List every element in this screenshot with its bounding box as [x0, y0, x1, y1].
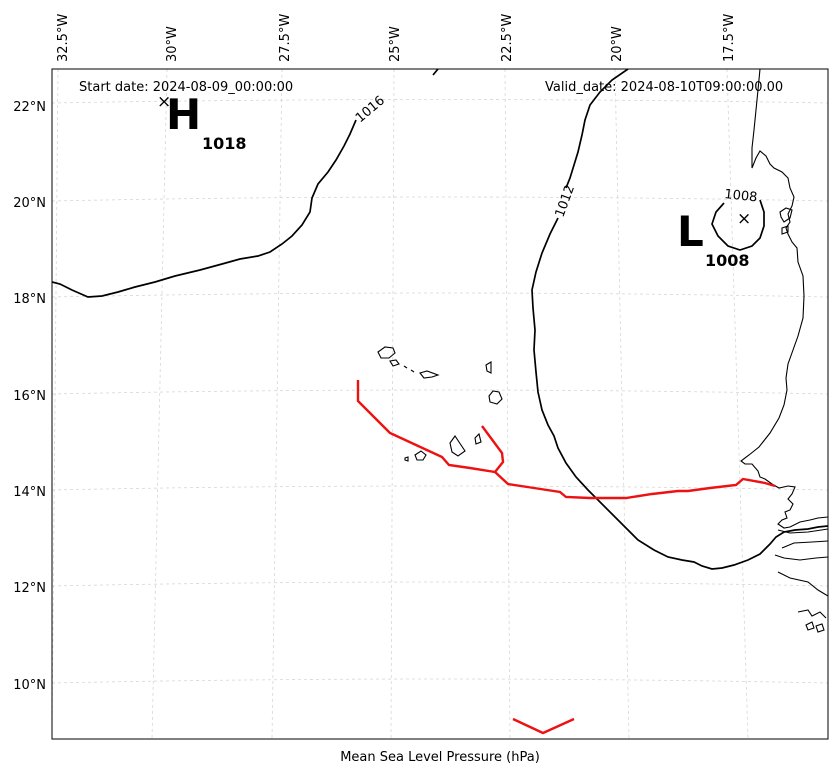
gridline-lat-12: [52, 581, 828, 587]
lat-tick-label: 22°N: [13, 100, 46, 115]
start-date-label: Start date: 2024-08-09_00:00:00: [79, 80, 293, 95]
gridline-lat-14: [52, 485, 828, 491]
gridline-lat-22: [52, 99, 828, 104]
storm-track-south: [512, 717, 575, 735]
low-pressure-value: 1008: [705, 251, 750, 270]
island-sao-nicolau: [410, 369, 415, 373]
lat-tick-label: 20°N: [13, 196, 46, 211]
gridline-lon-27-5: [271, 69, 283, 739]
gridline-lat-20: [52, 196, 828, 202]
gridline-lon-32-5: [52, 69, 59, 739]
cap-vert-peninsula: [779, 207, 793, 235]
gambia-south-bank: [781, 540, 828, 549]
lat-tick-label: 14°N: [13, 485, 46, 500]
lon-tick-label: 20°W: [610, 26, 625, 62]
island-santa-luzia: [403, 365, 408, 369]
storm-track: [356, 380, 776, 500]
isobar-1012-south: [531, 217, 828, 570]
island-brava: [404, 456, 409, 462]
lat-tick-label: 16°N: [13, 389, 46, 404]
island-boa-vista: [488, 390, 503, 405]
guinea-bissau-coast: [777, 571, 828, 597]
x-axis-label: Mean Sea Level Pressure (hPa): [340, 750, 540, 765]
lon-tick-label: 22.5°W: [500, 14, 515, 62]
lon-tick-label: 25°W: [388, 26, 403, 62]
lon-tick-label: 27.5°W: [278, 14, 293, 62]
isobar-1016-north: [432, 69, 439, 76]
african-coastline: [740, 69, 828, 529]
island-maio: [474, 432, 482, 445]
low-center-marker: ×: [737, 209, 751, 229]
gridline-lat-16: [52, 389, 828, 395]
island-fogo: [414, 450, 427, 461]
lat-tick-label: 12°N: [13, 581, 46, 596]
lon-tick-label: 30°W: [165, 26, 180, 62]
gridline-lon-22-5: [504, 69, 511, 739]
gridline-lon-25: [390, 69, 395, 739]
cape-verde-islands: [377, 346, 503, 462]
gridline-lon-20: [614, 69, 630, 739]
contour-label-1016: 1016: [353, 93, 388, 126]
high-center-marker: ×: [157, 92, 171, 112]
isobar-1008: [711, 199, 765, 251]
isobar-1016: [52, 119, 357, 298]
plot-frame: [51, 68, 829, 740]
casamance-coast: [774, 554, 828, 561]
valid-date-label: Valid_date: 2024-08-10T09:00:00.00: [545, 80, 783, 95]
high-pressure-symbol: H: [166, 90, 201, 139]
high-pressure-value: 1018: [202, 134, 247, 153]
lat-tick-label: 10°N: [13, 678, 46, 693]
contour-label-1008: 1008: [724, 187, 758, 205]
lon-tick-label: 32.5°W: [56, 14, 71, 62]
lat-tick-label: 18°N: [13, 292, 46, 307]
gridline-lon-30: [151, 69, 168, 739]
island-sao-vicente: [389, 359, 400, 367]
lon-tick-label: 17.5°W: [722, 14, 737, 62]
island-santiago: [449, 435, 466, 457]
island-santo-antao: [377, 346, 396, 359]
island-sao-nicolau-main: [419, 370, 440, 379]
gridline-lat-10: [52, 678, 828, 684]
gridline-lon-17-5: [726, 69, 749, 739]
graticule: [52, 69, 828, 739]
low-pressure-symbol: L: [677, 207, 704, 256]
island-sal: [485, 361, 492, 374]
bijagos-islands: [797, 609, 827, 633]
isobar-1012: [565, 69, 629, 189]
contour-label-1012: 1012: [553, 183, 578, 219]
gridline-lat-18: [52, 292, 828, 298]
